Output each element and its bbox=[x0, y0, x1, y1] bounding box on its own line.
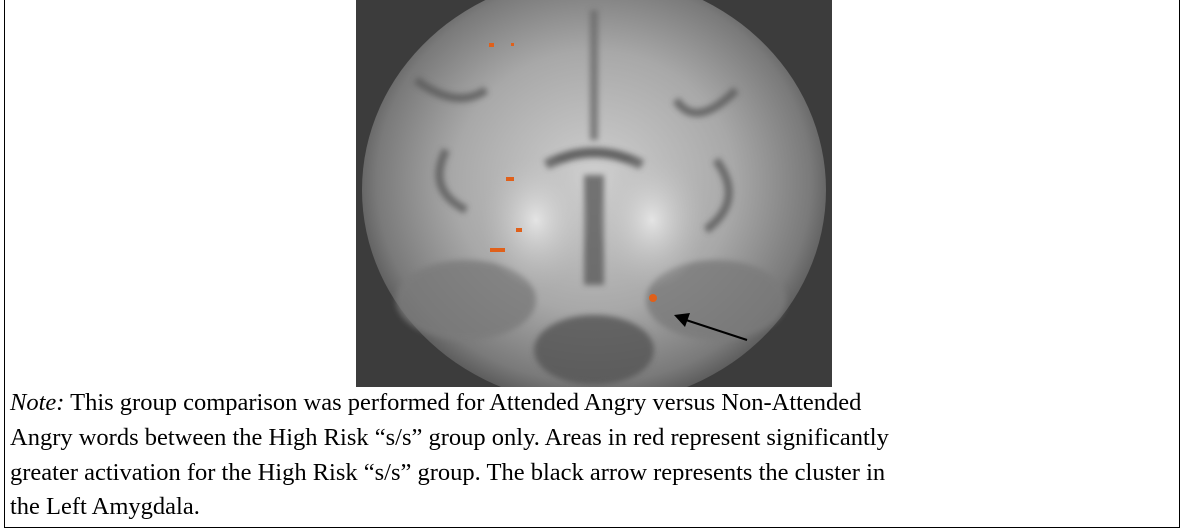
brain-scan bbox=[356, 0, 832, 387]
note-label: Note: bbox=[10, 389, 64, 416]
figure-frame: Note: This group comparison was performe… bbox=[4, 0, 1180, 528]
note-line: Note: This group comparison was performe… bbox=[10, 386, 889, 421]
note-line: the Left Amygdala. bbox=[10, 490, 889, 525]
note-line: Angry words between the High Risk “s/s” … bbox=[10, 421, 889, 456]
note-line: greater activation for the High Risk “s/… bbox=[10, 456, 889, 491]
note: Note: This group comparison was performe… bbox=[10, 386, 889, 525]
page: Note: This group comparison was performe… bbox=[0, 0, 1185, 531]
note-text: This group comparison was performed for … bbox=[64, 389, 861, 416]
